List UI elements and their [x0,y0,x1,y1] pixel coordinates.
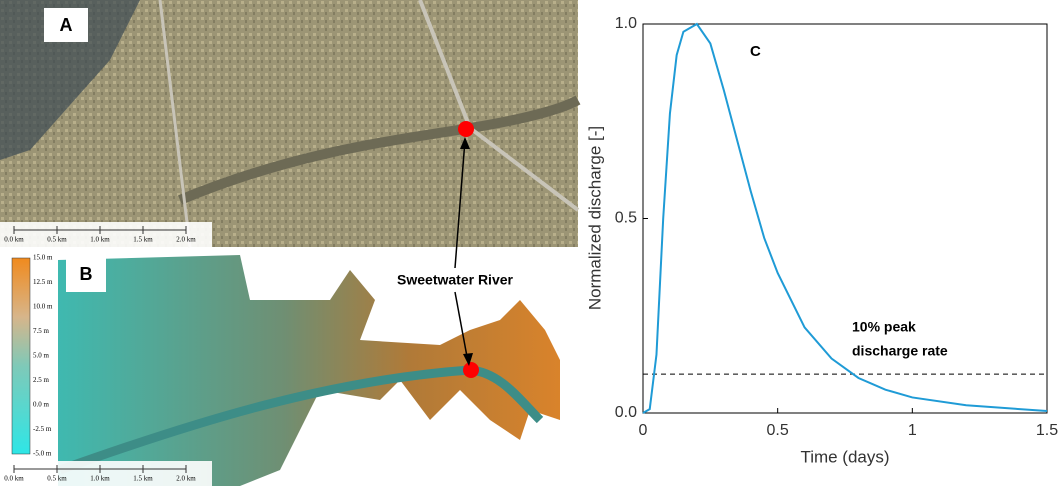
colorbar [12,258,30,454]
panel-label: B [80,264,93,284]
scale-label: 0.0 km [4,236,24,244]
colorbar-label: -5.0 m [33,450,52,458]
x-tick-label: 1.5 [1036,422,1058,439]
scale-label: 1.5 km [133,475,153,483]
scale-label: 2.0 km [176,475,196,483]
colorbar-label: 10.0 m [33,303,53,311]
plot-area [643,24,1047,413]
panel-label: C [750,43,761,60]
location-dot [458,121,474,137]
scale-label: 1.0 km [90,475,110,483]
y-tick-label: 0.5 [615,210,637,227]
colorbar-label: 0.0 m [33,401,50,409]
reference-label: discharge rate [852,343,948,359]
location-dot [463,362,479,378]
panel-label: A [60,15,73,35]
x-tick-label: 0 [639,422,648,439]
colorbar-label: 15.0 m [33,254,53,262]
chart: C Time (days) Normalized discharge [-] [585,24,1047,466]
scale-label: 0.0 km [4,475,24,483]
x-axis-label: Time (days) [800,447,889,466]
annotation: Sweetwater River [397,272,513,288]
map-a: A [0,0,578,247]
reference-label: 10% peak [852,319,916,335]
y-axis-label: Normalized discharge [-] [585,126,604,310]
y-tick-label: 0.0 [615,404,637,421]
colorbar-label: -2.5 m [33,425,52,433]
x-tick-label: 0.5 [767,422,789,439]
figure: A B Sweetwater River C Time (days) Norma… [0,0,1064,486]
scale-label: 2.0 km [176,236,196,244]
y-tick-label: 1.0 [615,15,637,32]
scale-label: 1.5 km [133,236,153,244]
colorbar-label: 2.5 m [33,376,50,384]
scale-label: 0.5 km [47,475,67,483]
scale-label: 0.5 km [47,236,67,244]
colorbar-label: 12.5 m [33,278,53,286]
colorbar-label: 7.5 m [33,327,50,335]
scale-label: 1.0 km [90,236,110,244]
x-tick-label: 1 [908,422,917,439]
colorbar-label: 5.0 m [33,352,50,360]
